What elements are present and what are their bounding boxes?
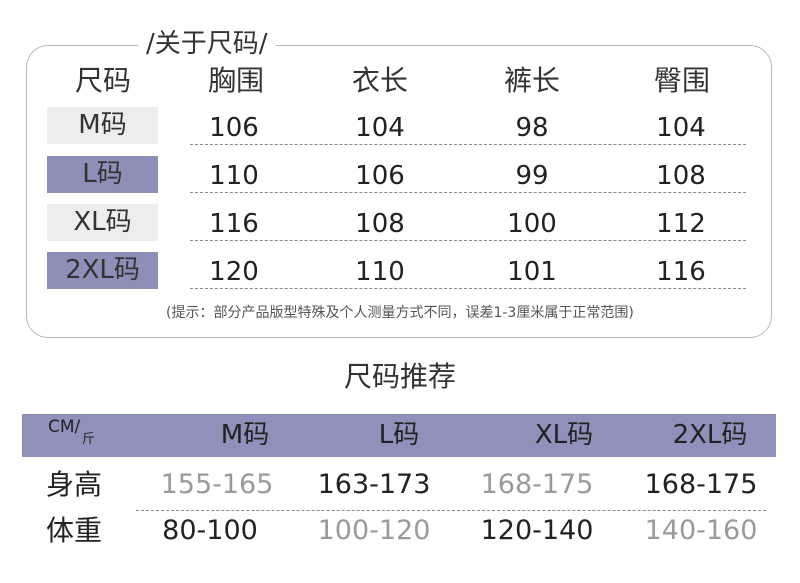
table-cell: 99	[515, 161, 549, 191]
header-chest: 胸围	[207, 64, 264, 97]
header-pants-length: 裤长	[503, 64, 560, 97]
weight-xl: 120-140	[480, 515, 594, 546]
table-cell: 110	[355, 257, 405, 287]
size-label-m: M码	[47, 107, 158, 144]
table-cell: 104	[355, 113, 405, 143]
size-table-title: /关于尺码/	[138, 28, 276, 60]
size-label-l: L码	[47, 156, 158, 193]
row-divider	[190, 288, 746, 289]
size-table-frame	[26, 45, 772, 338]
recommend-size-m: M码	[220, 420, 270, 450]
size-label-2xl: 2XL码	[47, 252, 158, 289]
table-cell: 116	[656, 257, 706, 287]
row-divider	[190, 192, 746, 193]
table-cell: 116	[209, 209, 259, 239]
weight-l: 100-120	[317, 515, 431, 546]
weight-2xl: 140-160	[644, 515, 758, 546]
height-m: 155-165	[160, 469, 274, 500]
table-cell: 106	[355, 161, 405, 191]
recommend-header-band: M码 L码 XL码 2XL码	[22, 414, 776, 457]
height-l: 163-173	[317, 469, 431, 500]
table-cell: 110	[209, 161, 259, 191]
header-length: 衣长	[351, 64, 408, 97]
table-cell: 120	[209, 257, 259, 287]
recommend-size-l: L码	[378, 420, 420, 450]
row-divider	[190, 240, 746, 241]
row-label-height: 身高	[46, 468, 103, 501]
unit-jin: 斤	[82, 432, 96, 447]
size-label-xl: XL码	[47, 204, 158, 241]
table-cell: 101	[507, 257, 557, 287]
table-cell: 108	[656, 161, 706, 191]
table-cell: 104	[656, 113, 706, 143]
recommend-size-2xl: 2XL码	[672, 420, 748, 450]
table-cell: 100	[507, 209, 557, 239]
recommend-title: 尺码推荐	[343, 360, 456, 393]
table-cell: 112	[656, 209, 706, 239]
row-label-weight: 体重	[46, 514, 103, 547]
weight-m: 80-100	[162, 515, 258, 546]
header-hip: 臀围	[653, 64, 710, 97]
unit-cm: CM/	[48, 417, 81, 437]
table-cell: 98	[515, 113, 549, 143]
header-size: 尺码	[74, 64, 131, 97]
height-2xl: 168-175	[644, 469, 758, 500]
table-cell: 106	[209, 113, 259, 143]
table-cell: 108	[355, 209, 405, 239]
row-divider	[136, 510, 766, 511]
measurement-note: (提示：部分产品版型特殊及个人测量方式不同，误差1-3厘米属于正常范围)	[166, 305, 634, 321]
row-divider	[190, 144, 746, 145]
recommend-size-xl: XL码	[534, 420, 594, 450]
height-xl: 168-175	[480, 469, 594, 500]
